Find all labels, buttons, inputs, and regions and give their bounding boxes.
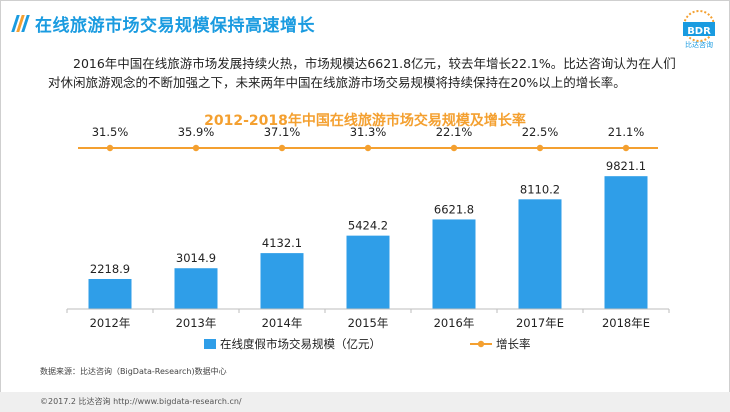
legend-line-marker: [477, 340, 485, 348]
growth-rate-label: 35.9%: [178, 125, 215, 139]
bar-6: [518, 199, 562, 309]
footer-text: ©2017.2 比达咨询 http://www.bigdata-research…: [40, 397, 242, 406]
x-tick-label: 2013年: [176, 316, 217, 330]
growth-rate-label: 22.5%: [522, 125, 559, 139]
bdr-logo-icon: [683, 10, 715, 42]
bar-value-label: 8110.2: [520, 182, 560, 196]
bar-value-label: 4132.1: [262, 236, 302, 250]
growth-rate-point: [106, 144, 114, 152]
bar-1: [88, 278, 132, 309]
bar-value-label: 5424.2: [348, 219, 388, 233]
x-tick-label: 2017年E: [516, 316, 564, 330]
logo-subtitle: 比达咨询: [685, 41, 713, 49]
growth-rate-label: 37.1%: [264, 125, 301, 139]
legend-line-label: 增长率: [496, 337, 531, 351]
logo-text: BDR: [687, 26, 711, 37]
growth-rate-label: 31.3%: [350, 125, 387, 139]
source-note: 数据来源：比达咨询（BigData-Research)数据中心: [40, 367, 227, 376]
growth-rate-point: [278, 144, 286, 152]
title-bar: 在线旅游市场交易规模保持高速增长: [11, 11, 315, 36]
bar-value-label: 9821.1: [606, 159, 646, 173]
x-tick-label: 2012年: [90, 316, 131, 330]
x-tick-label: 2015年: [348, 316, 389, 330]
bar-value-label: 6621.8: [434, 202, 474, 216]
growth-rate-point: [622, 144, 630, 152]
x-tick-label: 2014年: [262, 316, 303, 330]
bar-2: [174, 268, 218, 309]
legend-bar-label: 在线度假市场交易规模（亿元）: [220, 337, 381, 351]
bar-4: [346, 235, 390, 309]
growth-rate-point: [364, 144, 372, 152]
intro-paragraph: 2016年中国在线旅游市场发展持续火热，市场规模达6621.8亿元，较去年增长2…: [48, 54, 688, 92]
x-tick-label: 2018年E: [602, 316, 650, 330]
growth-rate-point: [536, 144, 544, 152]
bar-5: [432, 219, 476, 309]
growth-rate-label: 31.5%: [92, 125, 129, 139]
chart-title: 2012-2018年中国在线旅游市场交易规模及增长率: [204, 113, 526, 129]
bar-3: [260, 253, 304, 309]
bar-7: [604, 176, 648, 309]
growth-rate-label: 22.1%: [436, 125, 473, 139]
footer: ©2017.2 比达咨询 http://www.bigdata-research…: [0, 392, 730, 412]
x-tick-label: 2016年: [434, 316, 475, 330]
page-title: 在线旅游市场交易规模保持高速增长: [35, 16, 315, 36]
growth-rate-point: [450, 144, 458, 152]
growth-rate-point: [192, 144, 200, 152]
intro-text: 2016年中国在线旅游市场发展持续火热，市场规模达6621.8亿元，较去年增长2…: [48, 56, 676, 90]
bar-value-label: 2218.9: [90, 262, 130, 276]
bar-value-label: 3014.9: [176, 251, 216, 265]
legend-bar-swatch: [204, 339, 216, 349]
growth-rate-label: 21.1%: [608, 125, 645, 139]
